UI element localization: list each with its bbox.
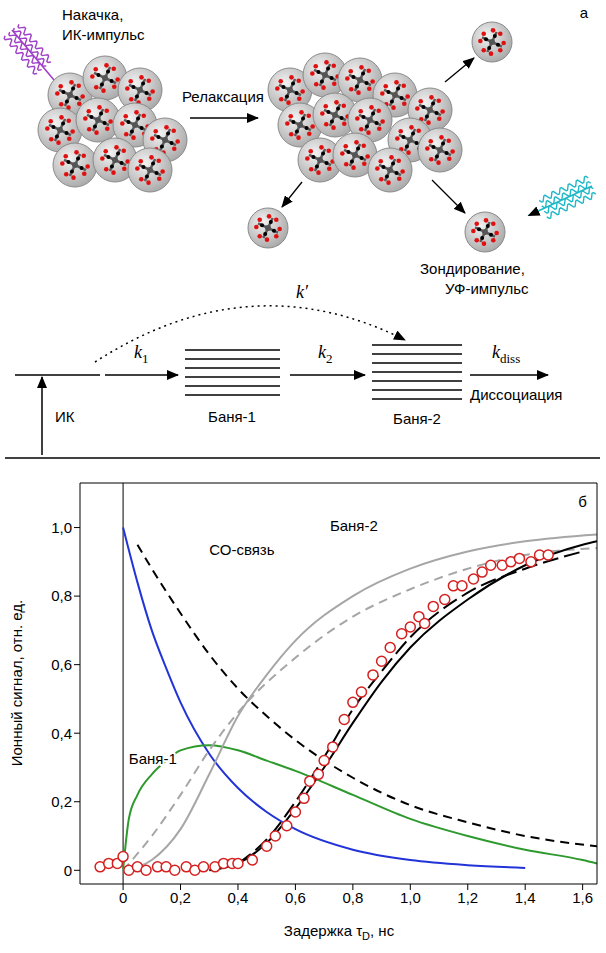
svg-text:k1: k1 <box>134 342 149 366</box>
svg-text:k′: k′ <box>296 282 309 302</box>
svg-text:0: 0 <box>64 862 72 879</box>
svg-text:ИК-импульс: ИК-импульс <box>62 26 145 43</box>
svg-text:1,0: 1,0 <box>400 889 421 906</box>
svg-text:1,4: 1,4 <box>515 889 536 906</box>
svg-text:б: б <box>578 493 587 510</box>
svg-text:0,8: 0,8 <box>51 587 72 604</box>
svg-text:k2: k2 <box>318 342 333 366</box>
svg-text:Баня-1: Баня-1 <box>129 750 177 767</box>
svg-text:УФ-импульс: УФ-импульс <box>445 280 529 297</box>
svg-text:kdiss: kdiss <box>492 342 520 366</box>
svg-text:Зондирование,: Зондирование, <box>420 260 525 277</box>
svg-text:Баня-1: Баня-1 <box>208 408 256 425</box>
svg-text:1,6: 1,6 <box>572 889 593 906</box>
svg-text:Диссоциация: Диссоциация <box>470 386 562 403</box>
svg-text:0,2: 0,2 <box>51 793 72 810</box>
svg-text:0,8: 0,8 <box>342 889 363 906</box>
svg-text:ИК: ИК <box>55 408 75 425</box>
svg-text:0,6: 0,6 <box>51 656 72 673</box>
svg-text:0,2: 0,2 <box>170 889 191 906</box>
svg-text:Задержка τD, нс: Задержка τD, нс <box>284 922 395 942</box>
svg-text:а: а <box>580 4 589 21</box>
svg-text:0,4: 0,4 <box>228 889 249 906</box>
svg-text:Релаксация: Релаксация <box>182 88 264 105</box>
svg-text:СО-связь: СО-связь <box>209 541 274 558</box>
svg-text:1,2: 1,2 <box>457 889 478 906</box>
svg-text:0,6: 0,6 <box>285 889 306 906</box>
svg-text:Ионный сигнал, отн. ед.: Ионный сигнал, отн. ед. <box>8 600 25 767</box>
svg-text:Баня-2: Баня-2 <box>330 517 378 534</box>
svg-text:1,0: 1,0 <box>51 519 72 536</box>
svg-text:Баня-2: Баня-2 <box>393 410 441 427</box>
svg-text:Накачка,: Накачка, <box>62 6 123 23</box>
svg-text:0: 0 <box>119 889 127 906</box>
svg-text:0,4: 0,4 <box>51 725 72 742</box>
